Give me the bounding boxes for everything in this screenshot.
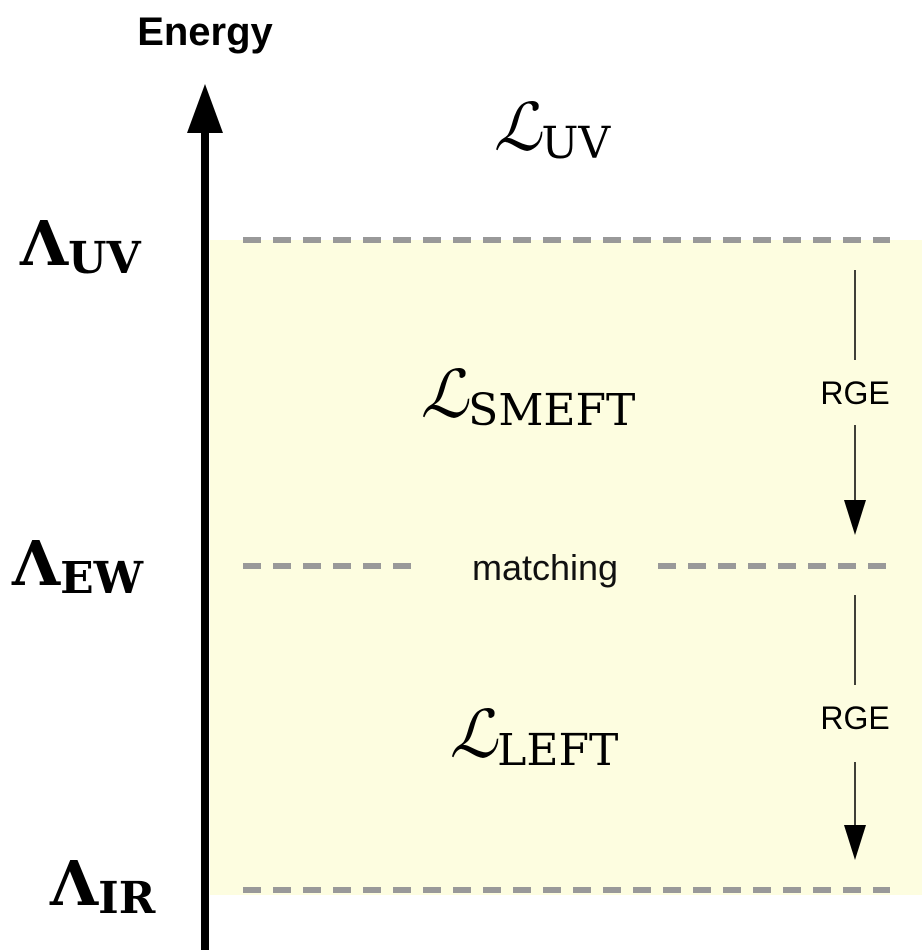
- scale-label: ΛIR: [49, 847, 156, 924]
- lagrangian-label: ℒSMEFT: [421, 356, 636, 436]
- eft-region: [210, 240, 922, 895]
- rge-label: RGE: [820, 700, 889, 736]
- lagrangian-label: ℒUV: [494, 89, 612, 169]
- scale-label: ΛEW: [11, 527, 144, 604]
- scale-label: ΛUV: [19, 207, 141, 284]
- axis-arrowhead: [187, 84, 223, 133]
- rge-label: RGE: [820, 375, 889, 411]
- matching-label: matching: [472, 547, 618, 588]
- axis-label: Energy: [137, 10, 273, 54]
- lagrangian-label: ℒLEFT: [450, 696, 619, 776]
- rge-arrowhead: [844, 500, 866, 535]
- rge-arrowhead: [844, 825, 866, 860]
